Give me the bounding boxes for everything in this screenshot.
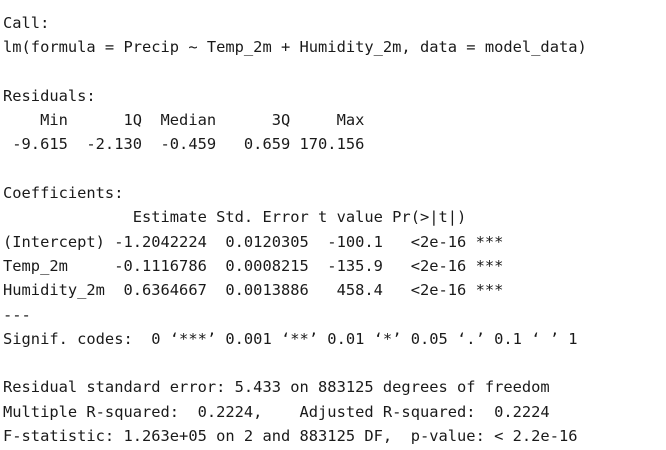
coefficient-row-intercept: (Intercept) -1.2042224 0.0120305 -100.1 … [3, 232, 504, 251]
separator-line: --- [3, 305, 31, 324]
blank-line [3, 157, 666, 181]
residuals-quantile-labels: Min 1Q Median 3Q Max [3, 111, 374, 130]
coefficient-row-humidity: Humidity_2m 0.6364667 0.0013886 458.4 <2… [3, 281, 504, 300]
call-header: Call: [3, 14, 50, 32]
f-statistic-line: F-statistic: 1.263e+05 on 2 and 883125 D… [3, 427, 578, 446]
coefficient-row-temp: Temp_2m -0.1116786 0.0008215 -135.9 <2e-… [3, 256, 504, 275]
coefficients-column-headers: Estimate Std. Error t value Pr(>|t|) [3, 208, 504, 227]
signif-codes-legend: Signif. codes: 0 ‘***’ 0.001 ‘**’ 0.01 ‘… [3, 329, 578, 348]
blank-line [3, 351, 666, 375]
residuals-quantile-values: -9.615 -2.130 -0.459 0.659 170.156 [3, 135, 374, 154]
residuals-header: Residuals: [3, 86, 96, 105]
r-squared-line: Multiple R-squared: 0.2224, Adjusted R-s… [3, 402, 559, 421]
residual-standard-error: Residual standard error: 5.433 on 883125… [3, 378, 550, 397]
blank-line [3, 60, 666, 84]
call-formula: lm(formula = Precip ~ Temp_2m + Humidity… [3, 38, 587, 57]
coefficients-header: Coefficients: [3, 184, 124, 203]
